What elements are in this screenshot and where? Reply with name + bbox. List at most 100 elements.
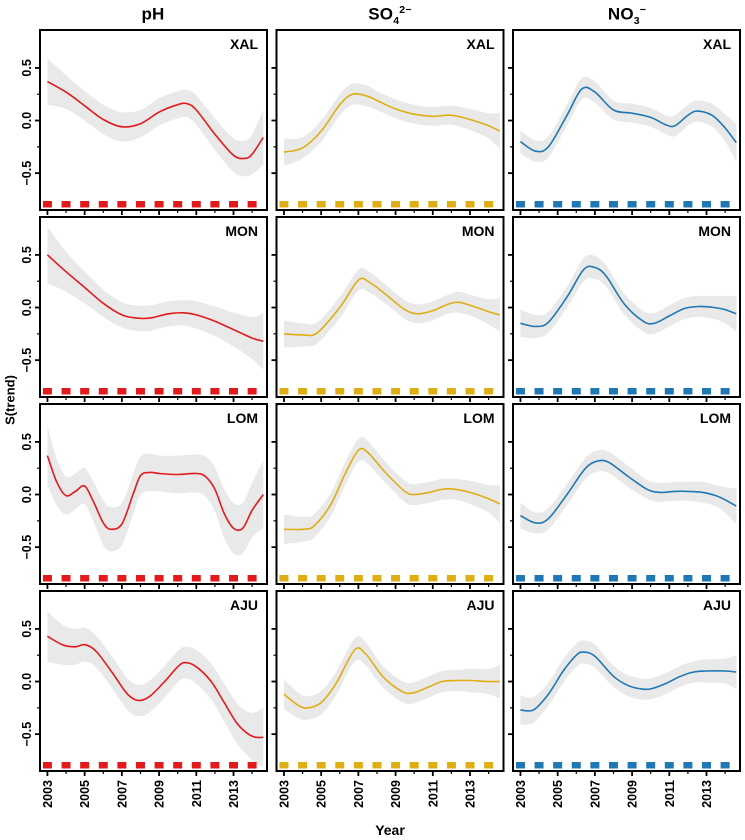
rug-mark-LOM-SO4 [428, 575, 438, 582]
rug-mark-AJU-SO4 [316, 762, 326, 769]
column-title-so4-sup: 2− [399, 4, 412, 16]
rug-mark-XAL-pH [210, 201, 220, 208]
column-title-no3: NO3− [608, 4, 646, 27]
rug-mark-AJU-SO4 [279, 762, 289, 769]
rug-mark-MON-pH [98, 388, 108, 395]
column-title-ph: pH [141, 4, 164, 27]
y-tick-label: 0.0 [20, 486, 34, 503]
trend-line-MON-NO3 [520, 265, 737, 328]
trend-line-MON-pH [46, 254, 264, 342]
site-label-LOM: LOM [227, 410, 258, 426]
trend-line-MON-SO4 [283, 277, 501, 337]
rug-mark-LOM-NO3 [646, 575, 656, 582]
rug-mark-XAL-pH [61, 201, 71, 208]
rug-mark-MON-NO3 [608, 388, 618, 395]
rug-mark-XAL-SO4 [279, 201, 289, 208]
x-tick-label: 2005 [551, 780, 565, 808]
rug-mark-LOM-SO4 [353, 575, 363, 582]
rug-mark-AJU-pH [191, 762, 201, 769]
rug-mark-XAL-NO3 [664, 201, 674, 208]
rug-mark-LOM-NO3 [590, 575, 600, 582]
column-title-ph-text: pH [141, 4, 165, 24]
y-tick-label: −0.5 [20, 535, 34, 560]
y-tick-label: 0.5 [20, 246, 34, 263]
site-label-MON: MON [225, 223, 258, 239]
trend-line-LOM-SO4 [283, 447, 501, 531]
y-tick-label: 0.5 [20, 59, 34, 76]
site-label-XAL: XAL [467, 36, 495, 52]
trend-line-XAL-SO4 [283, 92, 501, 153]
rug-mark-XAL-SO4 [298, 201, 308, 208]
site-label-XAL: XAL [703, 36, 731, 52]
rug-mark-AJU-NO3 [515, 762, 525, 769]
rug-mark-LOM-SO4 [298, 575, 308, 582]
rug-mark-LOM-NO3 [664, 575, 674, 582]
confidence-band-XAL-SO4 [283, 83, 500, 166]
rug-mark-AJU-pH [80, 762, 90, 769]
rug-mark-MON-NO3 [702, 388, 712, 395]
x-tick-label: 2009 [626, 780, 640, 808]
column-title-so4: SO42− [368, 4, 411, 27]
rug-mark-LOM-NO3 [515, 575, 525, 582]
confidence-band-AJU-NO3 [520, 640, 737, 725]
trend-line-AJU-NO3 [520, 651, 737, 712]
rug-mark-AJU-SO4 [298, 762, 308, 769]
rug-mark-MON-SO4 [298, 388, 308, 395]
confidence-band-MON-pH [47, 226, 264, 370]
rug-mark-LOM-SO4 [316, 575, 326, 582]
rug-mark-AJU-pH [229, 762, 239, 769]
rug-mark-AJU-SO4 [465, 762, 475, 769]
x-tick-label: 2007 [352, 780, 366, 808]
rug-mark-LOM-pH [173, 575, 183, 582]
rug-mark-MON-NO3 [646, 388, 656, 395]
x-tick-label: 2003 [514, 780, 528, 808]
rug-mark-XAL-NO3 [534, 201, 544, 208]
y-tick-label: −0.5 [20, 722, 34, 747]
trend-line-AJU-SO4 [283, 647, 500, 709]
rug-mark-AJU-NO3 [683, 762, 693, 769]
rug-mark-MON-pH [117, 388, 127, 395]
site-label-LOM: LOM [700, 410, 731, 426]
rug-mark-AJU-SO4 [409, 762, 419, 769]
rug-mark-XAL-pH [80, 201, 90, 208]
trend-line-LOM-NO3 [520, 459, 737, 524]
rug-mark-AJU-SO4 [335, 762, 345, 769]
confidence-band-XAL-pH [47, 58, 264, 177]
y-tick-label: 0.5 [20, 620, 34, 637]
rug-mark-XAL-pH [154, 201, 164, 208]
rug-mark-MON-pH [173, 388, 183, 395]
confidence-band-MON-SO4 [283, 267, 500, 348]
rug-mark-LOM-NO3 [608, 575, 618, 582]
rug-mark-XAL-NO3 [515, 201, 525, 208]
y-tick-label: −0.5 [20, 348, 34, 373]
rug-mark-LOM-pH [210, 575, 220, 582]
rug-mark-MON-pH [210, 388, 220, 395]
rug-mark-AJU-NO3 [553, 762, 563, 769]
rug-mark-XAL-pH [247, 201, 257, 208]
confidence-band-XAL-NO3 [520, 76, 737, 163]
site-label-MON: MON [462, 223, 495, 239]
rug-mark-LOM-SO4 [372, 575, 382, 582]
column-title-so4-text: SO [368, 4, 394, 24]
rug-mark-AJU-pH [42, 762, 52, 769]
rug-mark-MON-SO4 [465, 388, 475, 395]
rug-mark-XAL-SO4 [316, 201, 326, 208]
rug-mark-LOM-NO3 [720, 575, 730, 582]
rug-mark-AJU-pH [98, 762, 108, 769]
rug-mark-XAL-NO3 [571, 201, 581, 208]
x-tick-label: 2007 [588, 780, 602, 808]
trend-line-XAL-NO3 [519, 86, 737, 153]
rug-mark-AJU-NO3 [664, 762, 674, 769]
rug-mark-MON-NO3 [553, 388, 563, 395]
rug-mark-XAL-SO4 [446, 201, 456, 208]
rug-mark-XAL-pH [42, 201, 52, 208]
rug-mark-AJU-pH [61, 762, 71, 769]
confidence-band-AJU-pH [47, 611, 264, 767]
rug-mark-LOM-SO4 [391, 575, 401, 582]
rug-mark-XAL-pH [135, 201, 145, 208]
trend-line-XAL-pH [47, 80, 264, 160]
x-tick-label: 2003 [41, 780, 55, 808]
rug-mark-AJU-pH [117, 762, 127, 769]
